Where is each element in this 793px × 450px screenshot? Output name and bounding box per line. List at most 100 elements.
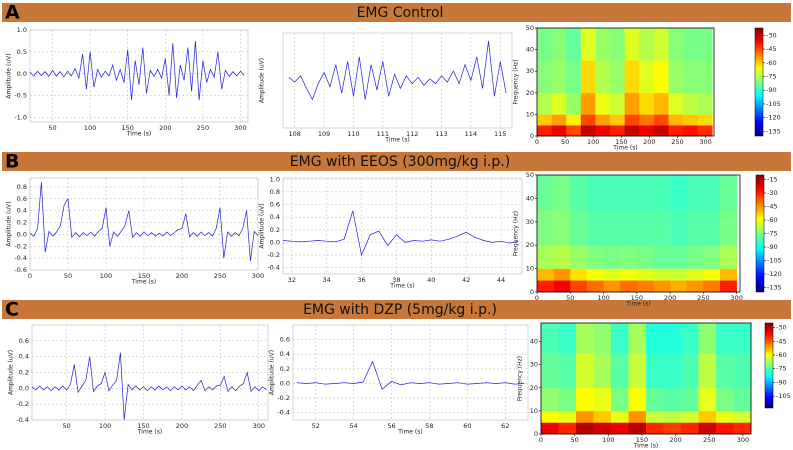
y-axis-label: Frequency (Hz)	[517, 356, 524, 401]
heat-cell	[668, 114, 684, 126]
heat-cell	[653, 268, 671, 281]
y-tick-label: 0.6	[17, 195, 27, 203]
heat-cell	[553, 280, 571, 293]
x-axis-label: Time (s)	[397, 429, 422, 436]
heat-cell	[639, 28, 655, 61]
heat-cell	[603, 280, 621, 293]
heat-cell	[683, 114, 699, 126]
heat-cell	[566, 125, 582, 137]
heat-cell	[663, 410, 682, 423]
y-tick-label: 0.0	[19, 384, 29, 392]
y-tick-label: -1.0	[14, 114, 27, 122]
heat-cell	[603, 245, 621, 269]
heat-cell	[698, 323, 717, 354]
heat-cell	[733, 422, 752, 435]
y-tick-label: 0.6	[19, 337, 29, 345]
x-tick-label: 150	[138, 272, 150, 280]
panel: 0 10 20 30 40 0 50 100 150 200 250 300 -30 -45 -60 -75 -…	[517, 322, 791, 450]
heat-cell	[595, 125, 611, 137]
y-tick-label: 0	[530, 132, 534, 140]
heat-cell	[681, 410, 699, 423]
heat-cell	[551, 125, 567, 137]
y-tick-label: -0.4	[16, 416, 29, 424]
heat-cell	[646, 353, 664, 389]
heat-cell	[576, 410, 594, 423]
heat-cell	[697, 125, 713, 137]
heat-cell	[628, 422, 647, 435]
y-tick-label: 0.2	[270, 226, 280, 234]
heat-cell	[683, 92, 699, 115]
x-tick-label: 200	[176, 422, 188, 430]
heat-cell	[541, 353, 559, 389]
x-axis-label: Time (s)	[131, 279, 156, 286]
heat-cell	[624, 60, 640, 94]
x-tick-label: 250	[703, 436, 715, 444]
heat-cell	[686, 245, 704, 269]
plot-frame	[536, 27, 715, 137]
x-tick-label: 113	[435, 130, 447, 138]
heat-cell	[668, 125, 684, 137]
heat-cell	[698, 422, 717, 435]
heat-cell	[603, 210, 621, 246]
heat-cell	[733, 387, 752, 412]
plot-frame	[540, 322, 752, 435]
colorbar-label: -15	[767, 176, 778, 184]
heat-cell	[716, 353, 734, 389]
x-tick-label: 200	[176, 272, 188, 280]
heat-cell	[558, 323, 577, 354]
heat-cell	[611, 422, 629, 435]
colorbar-label: -120	[767, 270, 782, 278]
colorbar-label: -45	[776, 337, 787, 345]
x-tick-label: 50	[561, 138, 569, 146]
heat-cell	[663, 353, 682, 389]
heat-cell	[580, 92, 596, 115]
heat-cell	[636, 175, 654, 211]
y-tick-label: -0.4	[14, 254, 27, 262]
heat-cell	[620, 175, 638, 211]
y-tick-label: -0.4	[277, 409, 290, 417]
heat-cell	[698, 387, 717, 412]
heat-cell	[603, 175, 621, 211]
heat-cell	[537, 245, 554, 269]
y-tick-label: -0.6	[14, 266, 27, 274]
y-tick-label: 0.4	[280, 350, 290, 358]
heat-cell	[570, 280, 588, 293]
heat-cell	[646, 422, 664, 435]
panel: -0.6 -0.4 -0.2 0.0 0.2 0.4 0.6 0.8 0 50 100 150 200 2…	[6, 177, 264, 286]
colorbar-label: -105	[776, 392, 791, 400]
heat-cell	[593, 387, 612, 412]
x-tick-label: 250	[197, 124, 209, 132]
heat-cell	[733, 410, 752, 423]
colorbar-label: -45	[766, 45, 777, 53]
heat-cell	[576, 422, 594, 435]
heat-cell	[595, 92, 611, 115]
colorbar-label: -45	[767, 203, 778, 211]
heat-cell	[541, 422, 559, 435]
y-tick-label: 0.2	[17, 219, 27, 227]
y-tick-label: 0.6	[280, 336, 290, 344]
heat-cell	[553, 268, 571, 281]
heat-cell	[716, 422, 734, 435]
heat-cell	[646, 410, 664, 423]
x-tick-label: 34	[322, 276, 330, 284]
heat-cell	[586, 245, 604, 269]
plot-area	[292, 324, 529, 421]
heat-cell	[570, 175, 588, 211]
y-tick-label: 50	[526, 24, 534, 32]
x-tick-label: 100	[587, 138, 599, 146]
heat-cell	[683, 60, 699, 94]
heat-cell	[653, 28, 669, 61]
x-tick-label: 100	[602, 436, 614, 444]
x-tick-label: 36	[357, 276, 365, 284]
y-tick-label: -0.2	[14, 242, 27, 250]
x-tick-label: 100	[99, 422, 111, 430]
y-tick-label: 0.4	[19, 353, 29, 361]
y-tick-label: 0	[534, 430, 538, 438]
heat-cell	[720, 245, 737, 269]
heat-cell	[628, 353, 647, 389]
heat-cell	[580, 28, 596, 61]
x-tick-label: 100	[84, 124, 96, 132]
heat-cell	[553, 175, 571, 211]
panel: -0.4 -0.2 0.0 0.2 0.4 0.6 52 54 56 58 60 62 Time (s)…	[269, 324, 529, 436]
section-bar	[2, 3, 791, 22]
